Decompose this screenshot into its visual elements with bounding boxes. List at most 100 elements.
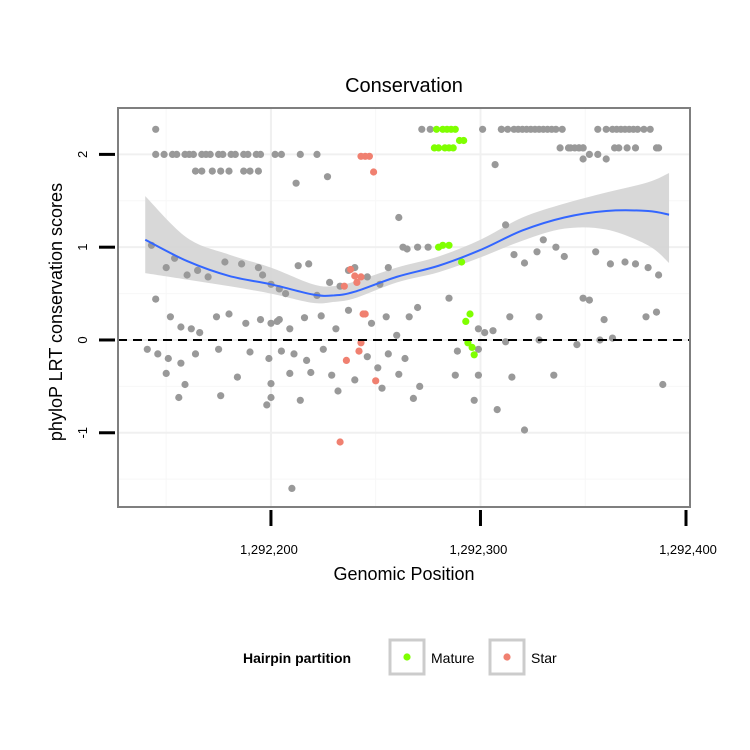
point-other [246,348,254,356]
point-other [579,144,587,152]
point-other [445,294,453,302]
point-other [181,380,189,389]
point-other [374,364,382,372]
point-other [256,150,265,158]
point-other [332,325,340,333]
point-other [271,150,279,158]
point-other [191,167,200,175]
point-other [288,484,296,492]
point-star [353,278,361,286]
point-other [646,125,654,133]
point-other [479,125,487,133]
point-other [634,125,642,133]
x-axis-title: Genomic Position [333,564,474,584]
point-other [196,329,204,337]
point-other [621,258,629,266]
x-tick-label: 1,292,200 [240,542,298,557]
point-other [152,150,160,158]
point-other [520,426,529,434]
point-other [265,354,273,363]
point-other [152,295,160,303]
point-other [655,144,663,152]
point-mature [458,258,466,266]
point-other [313,150,321,158]
point-other [328,371,336,379]
point-other [296,396,304,404]
point-other [219,150,227,158]
point-other [552,125,560,133]
point-star [351,272,359,280]
point-star [357,339,365,347]
point-other [378,384,386,392]
point-other [263,401,271,409]
point-other [204,273,212,281]
point-other [233,373,241,381]
y-tick-label: 2 [75,151,90,158]
point-other [323,173,332,181]
point-other [194,266,202,274]
point-other [384,264,392,272]
point-other [451,371,459,379]
smooth-line [144,209,670,297]
point-other [344,306,353,314]
point-other [212,313,221,321]
point-other [217,167,225,175]
point-other [198,167,206,175]
point-other [191,350,200,358]
x-axis: 1,292,200 1,292,300 1,292,400 [240,510,717,557]
point-star [347,265,355,274]
point-other [506,313,514,321]
point-other [497,125,505,133]
point-other [642,313,650,321]
point-mature [468,343,476,351]
point-other [286,325,294,333]
point-other [539,236,547,244]
point-mature [470,351,478,359]
point-other [395,213,403,222]
point-other [659,380,667,389]
point-other [254,264,262,272]
point-other [510,251,518,259]
point-mature [435,144,443,152]
point-other [189,150,197,158]
point-other [520,259,529,267]
point-mature [449,144,457,152]
point-other [215,345,223,353]
point-other [401,354,409,363]
point-other [556,144,564,152]
point-other [502,221,510,229]
y-tick-label: -1 [75,427,90,439]
point-star [372,377,380,385]
point-other [173,150,181,158]
point-other [367,319,376,327]
point-other [282,290,290,298]
point-other [187,325,195,333]
point-other [164,354,172,363]
point-other [162,369,170,377]
point-other [558,125,566,133]
point-other [256,316,265,324]
point-other [303,356,311,364]
point-other [319,345,327,353]
point-other [296,150,304,158]
point-other [470,396,478,404]
y-tick-label: 0 [75,336,90,343]
point-other [225,167,233,175]
point-other [183,271,191,279]
point-other [305,260,313,268]
point-other [493,406,501,414]
point-other [418,125,426,133]
point-other [267,319,275,327]
point-mature [460,136,468,145]
point-mature [451,125,459,133]
point-other [286,369,294,377]
point-other [267,393,275,402]
point-other [300,314,309,322]
point-other [277,347,285,355]
point-other [579,155,587,163]
legend-key [388,638,426,676]
point-other [560,252,568,261]
point-other [351,376,359,384]
legend-entry-star: Star [488,638,557,676]
